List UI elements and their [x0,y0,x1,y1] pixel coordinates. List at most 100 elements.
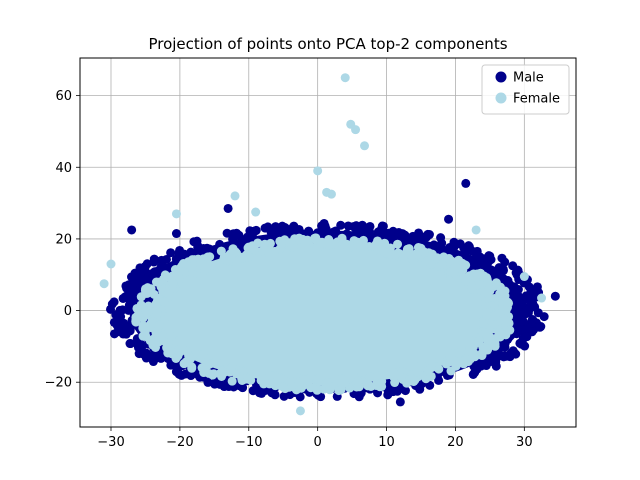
data-point [445,267,455,277]
data-point [528,286,538,296]
data-point [351,221,361,231]
data-point [270,381,280,391]
data-point [373,236,383,246]
data-point [106,259,116,269]
data-point [478,318,488,328]
data-point [313,166,323,176]
data-point [329,239,339,249]
data-point [396,372,406,382]
data-point [227,376,237,386]
data-point [152,326,162,336]
data-point [480,328,490,338]
data-point [500,286,510,296]
x-tick-label: 0 [314,435,322,450]
data-point [203,252,213,262]
data-point [503,297,513,307]
plot-points [99,73,560,416]
data-point [298,375,308,385]
data-point [178,259,188,269]
data-point [353,376,363,386]
data-point [139,265,149,275]
data-point [142,288,152,298]
data-point [270,390,280,400]
data-point [230,191,240,201]
x-tick-label: −20 [166,435,193,450]
data-point [407,233,417,243]
y-tick-label: 60 [55,89,72,104]
data-point [467,284,477,294]
data-point [182,346,192,356]
data-point [251,207,261,217]
data-point [400,230,410,240]
x-tick-label: −10 [235,435,262,450]
legend-marker-female [495,92,507,104]
x-tick-label: 30 [516,435,533,450]
data-point [453,263,463,273]
data-point [238,366,248,376]
data-point [426,371,436,381]
data-point [326,189,336,199]
data-point [141,275,151,285]
data-point [471,225,481,235]
data-point [319,218,329,228]
data-point [517,300,527,310]
data-point [152,309,162,319]
data-point [354,392,364,402]
data-point [365,372,375,382]
data-point [506,348,516,358]
data-point [501,305,511,315]
data-point [421,232,431,242]
data-point [446,366,456,376]
data-point [332,375,342,385]
data-point [488,352,498,362]
data-point [257,388,267,398]
data-point [99,279,109,289]
data-point [306,383,316,393]
data-point [530,302,540,312]
data-point [304,226,314,236]
data-point [513,265,523,275]
data-point [444,214,454,224]
data-point [293,226,303,236]
data-point [203,377,213,387]
data-point [465,345,475,355]
data-point [175,245,185,255]
data-point [518,316,528,326]
data-point [171,209,181,219]
data-point [461,178,471,188]
data-point [130,277,140,287]
data-point [366,382,376,392]
data-point [163,346,173,356]
data-point [468,258,478,268]
data-point [125,339,135,349]
data-point [109,329,119,339]
data-point [287,381,297,391]
data-point [222,228,232,238]
data-point [483,335,493,345]
data-point [219,367,229,377]
data-point [123,305,133,315]
y-tick-label: 40 [55,161,72,176]
data-point [127,225,137,235]
data-point [174,336,184,346]
data-point [116,312,126,322]
data-point [519,272,529,282]
data-point [166,248,176,258]
data-point [146,318,156,328]
data-point [505,325,515,335]
data-point [498,330,508,340]
data-point [381,248,391,258]
data-point [164,289,174,299]
data-point [224,253,234,263]
data-point [497,253,507,263]
data-point [395,397,405,407]
data-point [158,261,168,271]
axis-ticks: −30 −20 −10 0 10 20 30 −20 0 20 40 60 [45,89,533,450]
data-point [133,310,143,320]
data-point [262,246,272,256]
data-point [379,230,389,240]
data-point [351,125,361,135]
data-point [322,378,332,388]
data-point [159,297,169,307]
data-point [148,268,158,278]
